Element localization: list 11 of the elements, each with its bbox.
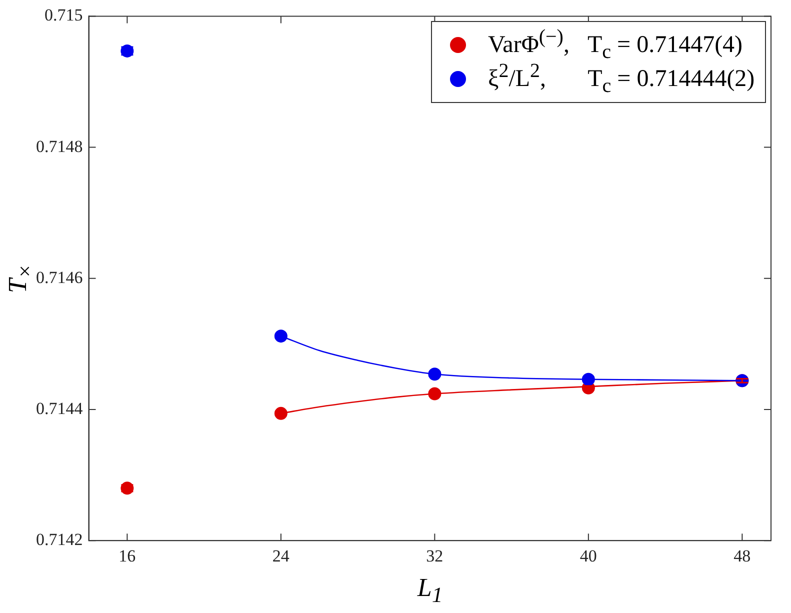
x-axis-title: L$_{1}$ <box>417 572 443 608</box>
y-tick-label: 0.7142 <box>36 530 83 550</box>
x-tick-label: 16 <box>118 546 136 566</box>
y-tick-label: 0.7144 <box>36 398 84 418</box>
y-tick-label: 0.715 <box>44 6 83 25</box>
x-tick-label: 48 <box>734 546 751 566</box>
x-tick-label: 32 <box>426 546 444 566</box>
y-tick-label: 0.7148 <box>36 136 83 156</box>
y-tick-label: 0.7146 <box>36 268 83 287</box>
x-tick-label: 40 <box>580 546 597 566</box>
x-tick-label: 24 <box>272 546 290 566</box>
